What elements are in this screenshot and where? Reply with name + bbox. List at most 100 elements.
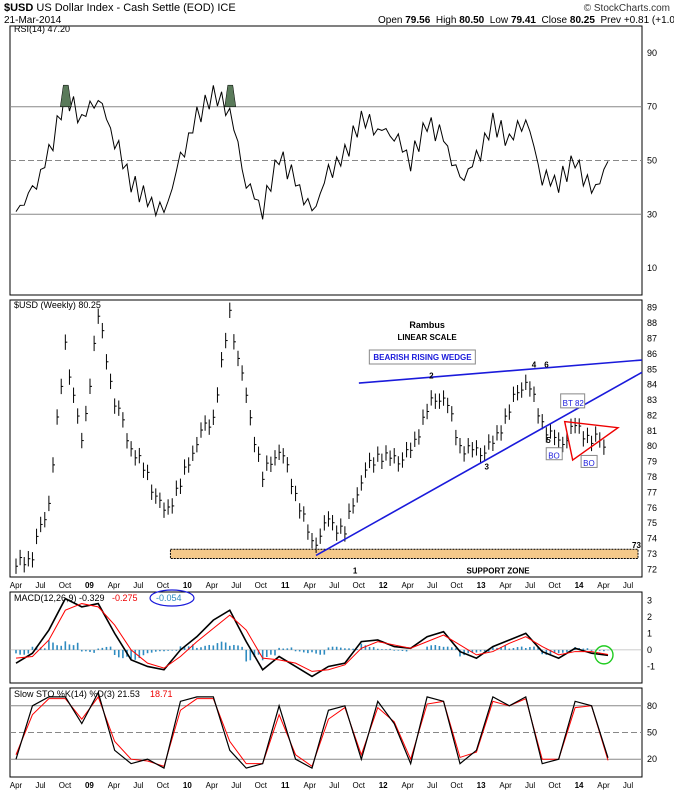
price-tick-75: 75: [647, 518, 657, 528]
sto-d-line: [15, 695, 609, 768]
price-xlabel-1: Jul: [35, 581, 45, 590]
price-tick-76: 76: [647, 503, 657, 513]
annotation-bo1: BO: [548, 452, 560, 461]
bottom-xlabel-3: 09: [85, 781, 94, 790]
bottom-xlabel-15: 12: [379, 781, 388, 790]
annotation-5: 5: [546, 436, 551, 445]
symbol: $USD: [4, 2, 34, 14]
macd-macd-line: [15, 597, 609, 678]
price-tick-78: 78: [647, 472, 657, 482]
bottom-xlabel-4: Apr: [108, 781, 121, 790]
price-xlabel-20: Apr: [499, 581, 512, 590]
price-xlabel-23: 14: [575, 581, 584, 590]
price-tick-72: 72: [647, 564, 657, 574]
bottom-xlabel-2: Oct: [59, 781, 72, 790]
chart-header-line1: $USD US Dollar Index - Cash Settle (EOD)…: [4, 2, 236, 14]
bottom-xlabel-13: Jul: [329, 781, 339, 790]
bo2-box: [580, 454, 598, 468]
rsi-tick-10: 10: [647, 263, 657, 273]
open-label: Open: [378, 15, 403, 26]
annotation-4: 4: [532, 361, 537, 370]
annotation-1: 1: [353, 566, 358, 575]
bottom-xlabel-10: Oct: [255, 781, 268, 790]
bottom-xlabel-6: Oct: [157, 781, 170, 790]
annotation-2: 2: [429, 371, 434, 380]
price-tick-79: 79: [647, 457, 657, 467]
macd-cross-highlight: [594, 645, 614, 665]
bottom-xlabel-0: Apr: [10, 781, 23, 790]
price-xlabel-17: Jul: [427, 581, 437, 590]
wedge-lower-line: [315, 371, 643, 557]
price-xlabel-7: 10: [183, 581, 192, 590]
price-tick-74: 74: [647, 534, 657, 544]
support-zone: [169, 548, 639, 560]
bottom-xlabel-23: 14: [575, 781, 584, 790]
macd-signal-value: -0.275: [112, 593, 138, 603]
high-label: High: [435, 15, 457, 26]
price-xlabel-2: Oct: [59, 581, 72, 590]
annotation-support: SUPPORT ZONE: [466, 566, 530, 575]
bottom-xlabel-22: Oct: [548, 781, 561, 790]
rsi-overbought-fill: [224, 84, 237, 107]
bt82-box: [560, 393, 586, 409]
rsi-title: RSI(14) 47.20: [14, 24, 70, 34]
annotation-73: 73: [632, 541, 641, 550]
price-xlabel-25: Jul: [623, 581, 633, 590]
macd-signal-line: [15, 603, 609, 672]
wedge-label-box: [368, 349, 476, 365]
red-triangle: [563, 420, 620, 462]
rsi-tick-50: 50: [647, 156, 657, 166]
price-tick-73: 73: [647, 549, 657, 559]
bottom-xlabel-9: Jul: [231, 781, 241, 790]
macd-hist-highlight: [149, 589, 195, 607]
instrument-name: US Dollar Index - Cash Settle (EOD): [36, 2, 215, 14]
stockcharts-watermark: © StockCharts.com: [584, 3, 670, 14]
bottom-xlabel-25: Jul: [623, 781, 633, 790]
bottom-xlabel-12: Apr: [304, 781, 317, 790]
price-tick-81: 81: [647, 426, 657, 436]
sto-tick-50: 50: [647, 728, 657, 738]
rsi-tick-30: 30: [647, 209, 657, 219]
price-tick-84: 84: [647, 380, 657, 390]
annotation-bt82: BT 82: [563, 399, 585, 408]
price-xlabel-14: Oct: [352, 581, 365, 590]
watermark-text: © StockCharts.com: [583, 3, 670, 14]
bottom-xlabel-17: Jul: [427, 781, 437, 790]
sto-tick-80: 80: [647, 701, 657, 711]
price-xlabel-24: Apr: [597, 581, 610, 590]
bottom-xlabel-1: Jul: [35, 781, 45, 790]
price-tick-88: 88: [647, 318, 657, 328]
macd-tick-1: 1: [647, 628, 652, 638]
sto-tick-20: 20: [647, 754, 657, 764]
price-xlabel-15: 12: [379, 581, 388, 590]
price-xlabel-5: Jul: [133, 581, 143, 590]
chart-date: 21-Mar-2014: [4, 15, 61, 26]
annotation-rambus: Rambus: [409, 320, 445, 330]
sto-k-line: [15, 690, 609, 769]
price-xlabel-13: Jul: [329, 581, 339, 590]
sto-title: Slow STO %K(14) %D(3) 21.53: [14, 689, 140, 699]
price-xlabel-6: Oct: [157, 581, 170, 590]
bottom-xlabel-20: Apr: [499, 781, 512, 790]
rsi-line: [15, 85, 609, 220]
low-value: 79.41: [510, 15, 536, 26]
price-tick-85: 85: [647, 364, 657, 374]
price-xlabel-0: Apr: [10, 581, 23, 590]
price-xlabel-11: 11: [281, 581, 290, 590]
macd-tick--1: -1: [647, 661, 655, 671]
panel-frame-macd: [9, 591, 643, 684]
close-value: 80.25: [569, 15, 595, 26]
price-xlabel-19: 13: [477, 581, 486, 590]
annotation-wedge: BEARISH RISING WEDGE: [373, 353, 472, 362]
panel-frame-price: [9, 299, 643, 578]
annotation-3: 3: [484, 462, 489, 471]
rsi-overbought-fill: [60, 84, 72, 107]
price-tick-87: 87: [647, 333, 657, 343]
bottom-xlabel-24: Apr: [597, 781, 610, 790]
price-xlabel-16: Apr: [401, 581, 414, 590]
date-label: 21-Mar-2014: [4, 15, 62, 26]
price-title: $USD (Weekly) 80.25: [14, 300, 101, 310]
macd-tick-3: 3: [647, 595, 652, 605]
bottom-xlabel-21: Jul: [525, 781, 535, 790]
